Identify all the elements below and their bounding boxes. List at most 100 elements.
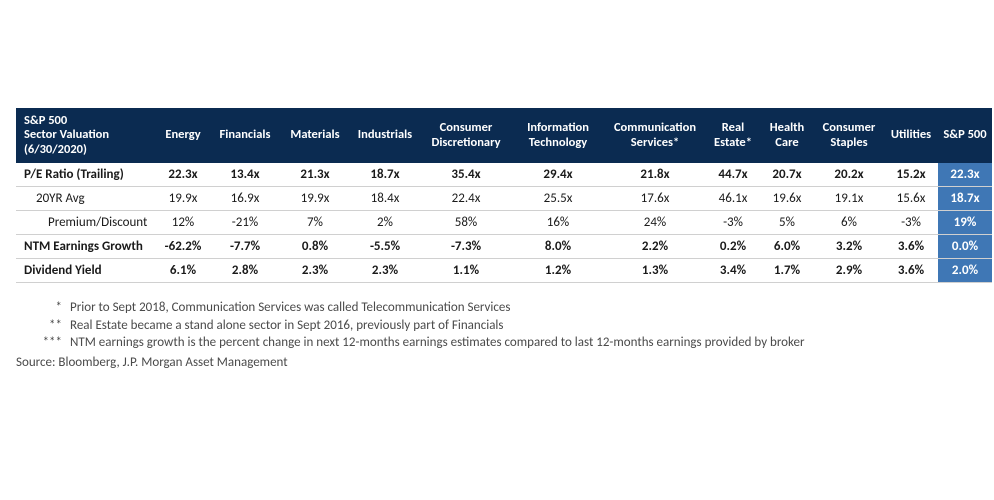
col-header: Information Technology bbox=[512, 108, 604, 163]
cell: 21.8x bbox=[604, 163, 706, 187]
cell: 16% bbox=[512, 211, 604, 235]
cell: 44.7x bbox=[706, 163, 760, 187]
cell: 19% bbox=[938, 211, 992, 235]
footnote-asterisk: ** bbox=[36, 317, 70, 335]
cell: 17.6x bbox=[604, 187, 706, 211]
footnotes: * Prior to Sept 2018, Communication Serv… bbox=[16, 299, 978, 371]
cell: 2.8% bbox=[210, 259, 280, 283]
cell: 19.1x bbox=[814, 187, 884, 211]
source-line: Source: Bloomberg, J.P. Morgan Asset Man… bbox=[16, 354, 978, 372]
table-body: P/E Ratio (Trailing)22.3x13.4x21.3x18.7x… bbox=[16, 163, 992, 283]
cell: 3.2% bbox=[814, 235, 884, 259]
table-row: Dividend Yield6.1%2.8%2.3%2.3%1.1%1.2%1.… bbox=[16, 259, 992, 283]
title-line-1: S&P 500 bbox=[24, 113, 67, 128]
col-header: Energy bbox=[156, 108, 210, 163]
row-label: Premium/Discount bbox=[16, 211, 156, 235]
cell: 3.6% bbox=[884, 235, 938, 259]
col-header: Utilities bbox=[884, 108, 938, 163]
cell: 12% bbox=[156, 211, 210, 235]
cell: 46.1x bbox=[706, 187, 760, 211]
cell: 8.0% bbox=[512, 235, 604, 259]
cell: 2.3% bbox=[280, 259, 350, 283]
cell: 3.4% bbox=[706, 259, 760, 283]
footnote-text: NTM earnings growth is the percent chang… bbox=[70, 334, 805, 352]
cell: 2% bbox=[350, 211, 420, 235]
cell: 6.0% bbox=[760, 235, 814, 259]
cell: -3% bbox=[884, 211, 938, 235]
header-row: S&P 500 Sector Valuation (6/30/2020) Ene… bbox=[16, 108, 992, 163]
cell: -5.5% bbox=[350, 235, 420, 259]
cell: 20.7x bbox=[760, 163, 814, 187]
cell: 13.4x bbox=[210, 163, 280, 187]
cell: 3.6% bbox=[884, 259, 938, 283]
table-title: S&P 500 Sector Valuation (6/30/2020) bbox=[16, 108, 156, 163]
cell: 58% bbox=[420, 211, 512, 235]
cell: 29.4x bbox=[512, 163, 604, 187]
cell: 0.2% bbox=[706, 235, 760, 259]
cell: 20.2x bbox=[814, 163, 884, 187]
table-row: NTM Earnings Growth-62.2%-7.7%0.8%-5.5%-… bbox=[16, 235, 992, 259]
cell: 19.6x bbox=[760, 187, 814, 211]
cell: -62.2% bbox=[156, 235, 210, 259]
cell: -21% bbox=[210, 211, 280, 235]
cell: -3% bbox=[706, 211, 760, 235]
cell: 1.3% bbox=[604, 259, 706, 283]
col-header: Financials bbox=[210, 108, 280, 163]
col-header: Industrials bbox=[350, 108, 420, 163]
cell: 22.3x bbox=[938, 163, 992, 187]
cell: 22.4x bbox=[420, 187, 512, 211]
cell: 6.1% bbox=[156, 259, 210, 283]
col-header: Consumer Discretionary bbox=[420, 108, 512, 163]
cell: 1.1% bbox=[420, 259, 512, 283]
cell: 2.2% bbox=[604, 235, 706, 259]
cell: -7.3% bbox=[420, 235, 512, 259]
col-header: Materials bbox=[280, 108, 350, 163]
col-header: S&P 500 bbox=[938, 108, 992, 163]
col-header: Real Estate* bbox=[706, 108, 760, 163]
title-line-3: (6/30/2020) bbox=[24, 142, 87, 157]
cell: 24% bbox=[604, 211, 706, 235]
cell: 2.9% bbox=[814, 259, 884, 283]
table-row: P/E Ratio (Trailing)22.3x13.4x21.3x18.7x… bbox=[16, 163, 992, 187]
cell: 18.4x bbox=[350, 187, 420, 211]
footnote-text: Real Estate became a stand alone sector … bbox=[70, 317, 504, 335]
row-label: P/E Ratio (Trailing) bbox=[16, 163, 156, 187]
col-header: Health Care bbox=[760, 108, 814, 163]
footnote-3: *** NTM earnings growth is the percent c… bbox=[36, 334, 978, 352]
footnote-asterisk: * bbox=[36, 299, 70, 317]
cell: 1.2% bbox=[512, 259, 604, 283]
cell: 22.3x bbox=[156, 163, 210, 187]
cell: 6% bbox=[814, 211, 884, 235]
cell: 16.9x bbox=[210, 187, 280, 211]
footnote-2: ** Real Estate became a stand alone sect… bbox=[36, 317, 978, 335]
table-row: Premium/Discount12%-21%7%2%58%16%24%-3%5… bbox=[16, 211, 992, 235]
row-label: Dividend Yield bbox=[16, 259, 156, 283]
footnote-text: Prior to Sept 2018, Communication Servic… bbox=[70, 299, 510, 317]
cell: 0.0% bbox=[938, 235, 992, 259]
footnote-1: * Prior to Sept 2018, Communication Serv… bbox=[36, 299, 978, 317]
row-label: NTM Earnings Growth bbox=[16, 235, 156, 259]
cell: 15.2x bbox=[884, 163, 938, 187]
table-container: S&P 500 Sector Valuation (6/30/2020) Ene… bbox=[0, 0, 994, 371]
cell: 25.5x bbox=[512, 187, 604, 211]
cell: 2.0% bbox=[938, 259, 992, 283]
cell: 19.9x bbox=[156, 187, 210, 211]
cell: 0.8% bbox=[280, 235, 350, 259]
table-row: 20YR Avg19.9x16.9x19.9x18.4x22.4x25.5x17… bbox=[16, 187, 992, 211]
cell: 7% bbox=[280, 211, 350, 235]
title-line-2: Sector Valuation bbox=[24, 127, 109, 142]
col-header: Communication Services* bbox=[604, 108, 706, 163]
cell: 19.9x bbox=[280, 187, 350, 211]
cell: 1.7% bbox=[760, 259, 814, 283]
cell: 2.3% bbox=[350, 259, 420, 283]
cell: -7.7% bbox=[210, 235, 280, 259]
cell: 35.4x bbox=[420, 163, 512, 187]
cell: 5% bbox=[760, 211, 814, 235]
cell: 18.7x bbox=[350, 163, 420, 187]
cell: 15.6x bbox=[884, 187, 938, 211]
row-label: 20YR Avg bbox=[16, 187, 156, 211]
col-header: Consumer Staples bbox=[814, 108, 884, 163]
cell: 21.3x bbox=[280, 163, 350, 187]
footnote-asterisk: *** bbox=[36, 334, 70, 352]
valuation-table: S&P 500 Sector Valuation (6/30/2020) Ene… bbox=[16, 108, 992, 283]
